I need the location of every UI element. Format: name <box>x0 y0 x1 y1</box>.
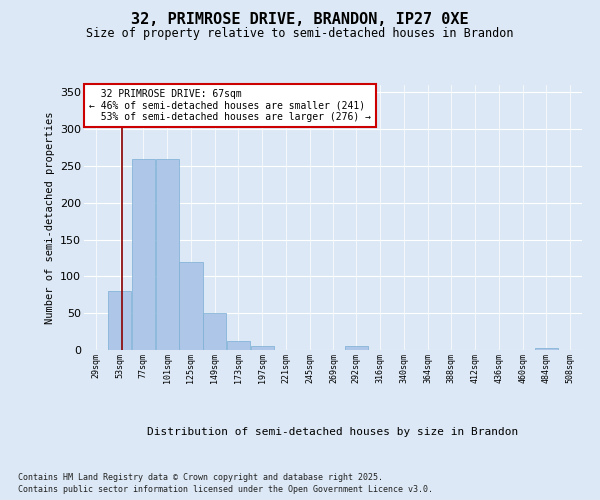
Y-axis label: Number of semi-detached properties: Number of semi-detached properties <box>44 112 55 324</box>
Bar <box>203 313 226 350</box>
Bar <box>535 348 558 350</box>
Text: Contains HM Land Registry data © Crown copyright and database right 2025.: Contains HM Land Registry data © Crown c… <box>18 472 383 482</box>
Text: 32, PRIMROSE DRIVE, BRANDON, IP27 0XE: 32, PRIMROSE DRIVE, BRANDON, IP27 0XE <box>131 12 469 28</box>
Bar <box>251 346 274 350</box>
Bar <box>344 346 368 350</box>
Text: Size of property relative to semi-detached houses in Brandon: Size of property relative to semi-detach… <box>86 28 514 40</box>
Bar <box>108 291 131 350</box>
Bar <box>179 262 203 350</box>
X-axis label: Distribution of semi-detached houses by size in Brandon: Distribution of semi-detached houses by … <box>148 427 518 437</box>
Text: Contains public sector information licensed under the Open Government Licence v3: Contains public sector information licen… <box>18 485 433 494</box>
Bar <box>132 158 155 350</box>
Bar <box>155 158 179 350</box>
Text: 32 PRIMROSE DRIVE: 67sqm
← 46% of semi-detached houses are smaller (241)
  53% o: 32 PRIMROSE DRIVE: 67sqm ← 46% of semi-d… <box>89 89 371 122</box>
Bar <box>227 341 250 350</box>
